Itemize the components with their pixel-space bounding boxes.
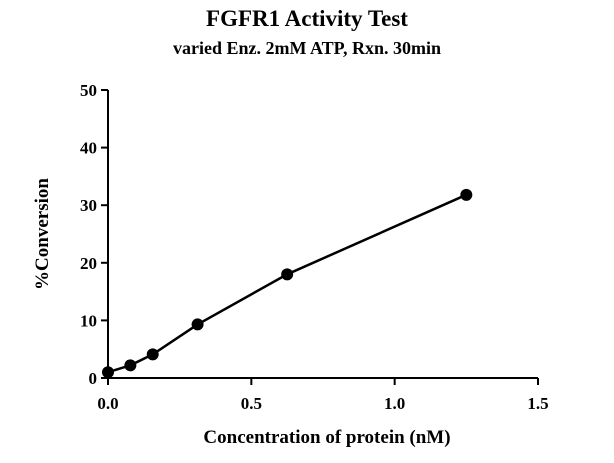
y-tick-label: 20 xyxy=(80,254,97,273)
y-tick-label: 10 xyxy=(80,311,97,330)
data-series xyxy=(102,189,472,378)
x-tick-label: 0.5 xyxy=(241,394,262,413)
x-tick-label: 1.0 xyxy=(384,394,405,413)
data-point xyxy=(147,348,159,360)
x-tick-label: 1.5 xyxy=(527,394,548,413)
data-point xyxy=(192,318,204,330)
y-axis-label: %Conversion xyxy=(32,178,53,290)
axes xyxy=(108,90,538,378)
y-tick-label: 40 xyxy=(80,139,97,158)
y-tick-label: 0 xyxy=(89,369,98,388)
y-tick-label: 50 xyxy=(80,81,97,100)
data-point xyxy=(124,359,136,371)
data-point xyxy=(281,268,293,280)
x-axis-label: Concentration of protein (nM) xyxy=(203,427,450,448)
x-tick-label: 0.0 xyxy=(97,394,118,413)
series-line xyxy=(108,195,466,372)
y-tick-label: 30 xyxy=(80,196,97,215)
data-point xyxy=(102,366,114,378)
tick-marks: 0 10 20 30 40 50 0.0 0.5 1.0 1.5 xyxy=(80,81,549,413)
data-point xyxy=(460,189,472,201)
